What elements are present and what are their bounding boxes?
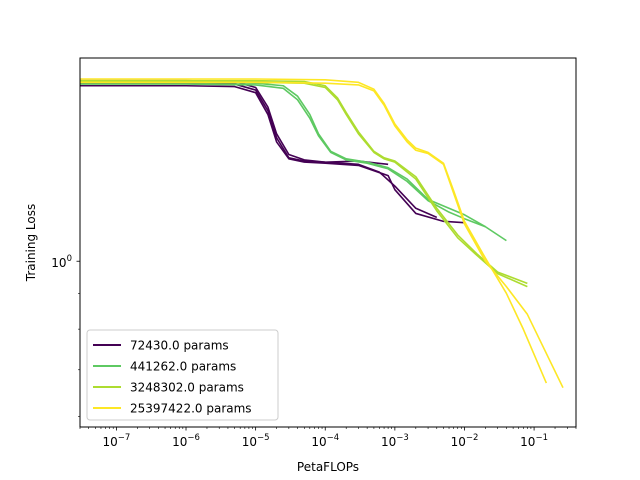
x-tick-base: 10: [451, 435, 466, 449]
plot-frame: [79, 57, 577, 428]
x-tick-exponent: −3: [396, 433, 409, 443]
x-tick-exponent: −2: [466, 433, 479, 443]
x-tick-exponent: −1: [535, 433, 548, 443]
x-tick-base: 10: [172, 435, 187, 449]
x-tick-exponent: −4: [327, 433, 340, 443]
x-tick-label: 10−7: [102, 433, 130, 449]
x-tick-label: 10−1: [520, 433, 548, 449]
x-axis: 10−7 10−6 10−5 10−4 10−3 10−2 10−1: [79, 427, 577, 449]
y-axis: 100: [51, 254, 80, 417]
legend-box: [86, 329, 279, 421]
x-tick-base: 10: [311, 435, 326, 449]
series-layer: [80, 78, 564, 389]
series-1-run-0-line: [80, 83, 486, 228]
series-3-run-1-line: [80, 81, 564, 389]
series-3-run-0-line: [80, 78, 548, 384]
x-tick-label: 10−4: [311, 433, 339, 449]
series-2-run-1-line: [80, 79, 528, 285]
legend-label: 441262.0 params: [130, 360, 236, 374]
y-tick-exponent: 0: [67, 254, 72, 264]
y-axis-label: Training Loss: [24, 204, 38, 282]
x-tick-exponent: −6: [187, 433, 200, 443]
x-tick-exponent: −7: [118, 433, 131, 443]
x-tick-label: 10−3: [381, 433, 409, 449]
x-tick-base: 10: [242, 435, 257, 449]
x-tick-exponent: −5: [257, 433, 270, 443]
y-tick-label: 100: [51, 254, 72, 270]
legend-label: 25397422.0 params: [130, 402, 252, 416]
legend: 72430.0 params 441262.0 params 3248302.0 p…: [86, 329, 279, 421]
series-1-run-1-line: [80, 81, 507, 242]
y-tick-base: 10: [51, 256, 66, 270]
x-tick-label: 10−6: [172, 433, 200, 449]
legend-label: 72430.0 params: [130, 339, 229, 353]
legend-label: 3248302.0 params: [130, 381, 244, 395]
x-tick-base: 10: [102, 435, 117, 449]
x-tick-label: 10−5: [242, 433, 270, 449]
x-tick-base: 10: [381, 435, 396, 449]
series-0-run-0-line: [80, 84, 465, 224]
x-axis-label: PetaFLOPs: [297, 460, 359, 474]
x-tick-base: 10: [520, 435, 535, 449]
x-tick-label: 10−2: [451, 433, 479, 449]
